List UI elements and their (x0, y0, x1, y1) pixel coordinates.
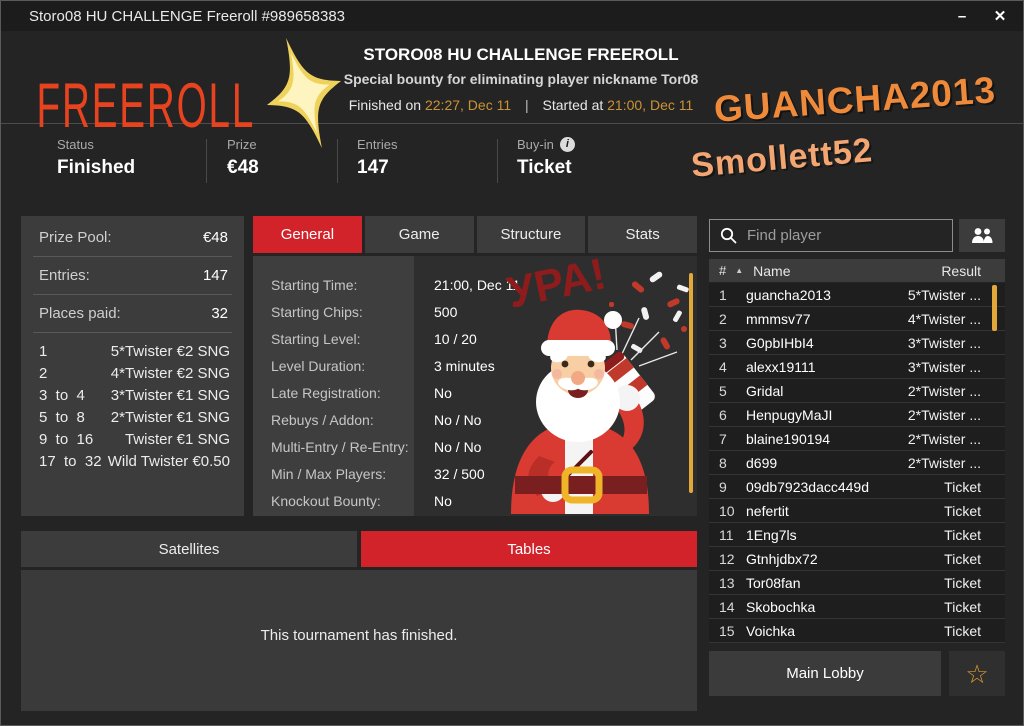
finished-message: This tournament has finished. (260, 627, 458, 644)
players-table-header: # ▲ Name Result (709, 259, 1005, 282)
close-button[interactable]: ✕ (993, 8, 1007, 25)
rank-column-header[interactable]: # (719, 263, 727, 278)
summary-status: Status i Finished (57, 137, 136, 178)
favorite-button[interactable]: ☆ (949, 651, 1005, 696)
info-scrollbar[interactable] (689, 273, 693, 493)
info-row: Late Registration: No (271, 384, 452, 401)
tab-general[interactable]: General (253, 216, 362, 253)
info-icon[interactable]: i (559, 137, 575, 152)
G0pbIHbI4[interactable]: 3 G0pbIHbI4 3*Twister ... (709, 331, 1005, 355)
bottom-tabs: Satellites Tables (21, 531, 697, 567)
info-tabs: General Game Structure Stats (253, 216, 697, 253)
sparkle-icon (266, 37, 342, 149)
general-info-rows: Starting Time: 21:00, Dec 11 Starting Ch… (253, 256, 697, 514)
divider (33, 294, 232, 295)
players-scrollbar[interactable] (992, 285, 997, 331)
search-icon (720, 227, 737, 244)
info-row: Level Duration: 3 minutes (271, 357, 495, 374)
header: FREEROLL STORO08 HU CHALLENGE FREEROLL S… (1, 31, 1023, 149)
Skobochka[interactable]: 14 Skobochka Ticket (709, 595, 1005, 619)
tab-game[interactable]: Game (364, 216, 474, 253)
divider (33, 256, 232, 257)
payout-row: 5 to 8 2*Twister €1 SNG (39, 408, 230, 426)
tables-panel: This tournament has finished. (21, 570, 697, 711)
1Eng7ls[interactable]: 11 1Eng7ls Ticket (709, 523, 1005, 547)
summary-buyin: Buy-in i Ticket (497, 137, 575, 183)
search-placeholder: Find player (747, 227, 822, 244)
info-row: Min / Max Players: 32 / 500 (271, 465, 485, 482)
tournament-subtitle: Special bounty for eliminating player ni… (343, 71, 699, 87)
friends-icon (972, 228, 993, 243)
alexx19111[interactable]: 4 alexx19111 3*Twister ... (709, 355, 1005, 379)
minimize-button[interactable]: – (957, 7, 967, 25)
titlebar: Storo08 HU CHALLENGE Freeroll #989658383… (1, 1, 1023, 31)
blaine190194[interactable]: 7 blaine190194 2*Twister ... (709, 427, 1005, 451)
info-row: Knockout Bounty: No (271, 492, 452, 509)
started-time: 21:00, Dec 11 (607, 97, 694, 113)
window-title: Storo08 HU CHALLENGE Freeroll #989658383 (29, 7, 346, 25)
tournament-times: Finished on 22:27, Dec 11 | Started at 2… (348, 97, 694, 113)
players-list: 1 guancha2013 5*Twister ... 2 mmmsv77 4*… (709, 283, 1005, 643)
divider (33, 332, 232, 333)
tournament-title: STORO08 HU CHALLENGE FREEROLL (363, 45, 679, 64)
name-column-header[interactable]: Name (753, 262, 791, 279)
Gridal[interactable]: 5 Gridal 2*Twister ... (709, 379, 1005, 403)
stat-row: Entries: 147 (39, 267, 228, 284)
main-lobby-button[interactable]: Main Lobby (709, 651, 941, 696)
finished-time: 22:27, Dec 11 (424, 97, 512, 113)
search-input[interactable]: Find player (709, 219, 953, 252)
payout-row: 1 5*Twister €2 SNG (39, 342, 230, 360)
info-row: Starting Time: 21:00, Dec 11 (271, 276, 521, 293)
graffiti-guancha2013: GUANCHA2013 (712, 69, 998, 130)
info-row: Rebuys / Addon: No / No (271, 411, 482, 428)
mmmsv77[interactable]: 2 mmmsv77 4*Twister ... (709, 307, 1005, 331)
player-search-row: Find player (709, 219, 1005, 252)
label-column-background (253, 256, 414, 516)
guancha2013[interactable]: 1 guancha2013 5*Twister ... (709, 283, 1005, 307)
result-column-header[interactable]: Result (941, 262, 981, 279)
Tor08fan[interactable]: 13 Tor08fan Ticket (709, 571, 1005, 595)
info-row: Starting Level: 10 / 20 (271, 330, 477, 347)
tab-tables[interactable]: Tables (361, 531, 697, 567)
prize-stats: Prize Pool: €48 Entries: 147 Places paid… (21, 222, 244, 333)
info-row: Starting Chips: 500 (271, 303, 458, 320)
tab-satellites[interactable]: Satellites (21, 531, 357, 567)
tab-stats[interactable]: Stats (588, 216, 697, 253)
summary-prize: Prize i €48 (206, 137, 259, 183)
finished-label: Finished on (348, 97, 422, 113)
payout-list: 1 5*Twister €2 SNG 2 4*Twister €2 SNG 3 … (21, 340, 244, 472)
freeroll-logo: FREEROLL (36, 70, 256, 141)
info-row: Multi-Entry / Re-Entry: No / No (271, 438, 482, 455)
star-icon: ☆ (965, 658, 989, 689)
payout-row: 2 4*Twister €2 SNG (39, 364, 230, 382)
09db7923dacc449d[interactable]: 9 09db7923dacc449d Ticket (709, 475, 1005, 499)
started-label: Started at (542, 97, 604, 113)
nefertit[interactable]: 10 nefertit Ticket (709, 499, 1005, 523)
friends-button[interactable] (959, 219, 1005, 252)
prize-panel: Prize Pool: €48 Entries: 147 Places paid… (21, 216, 244, 516)
summary-strip: Status i Finished Prize i €48 Entries i … (1, 125, 661, 205)
Gtnhjdbx72[interactable]: 12 Gtnhjdbx72 Ticket (709, 547, 1005, 571)
HenpugyMaJI[interactable]: 6 HenpugyMaJI 2*Twister ... (709, 403, 1005, 427)
general-info-panel: Starting Time: 21:00, Dec 11 Starting Ch… (253, 256, 697, 516)
payout-row: 3 to 4 3*Twister €1 SNG (39, 386, 230, 404)
payout-row: 9 to 16 Twister €1 SNG (39, 430, 230, 448)
payout-row: 17 to 32 Wild Twister €0.50 (39, 452, 230, 470)
graffiti-smollett52: Smollett52 (689, 131, 875, 185)
stat-row: Prize Pool: €48 (39, 229, 228, 246)
sort-asc-icon: ▲ (735, 266, 744, 275)
summary-entries: Entries i 147 (336, 137, 398, 183)
stat-row: Places paid: 32 (39, 305, 228, 322)
d699[interactable]: 8 d699 2*Twister ... (709, 451, 1005, 475)
tab-structure[interactable]: Structure (476, 216, 586, 253)
Voichka[interactable]: 15 Voichka Ticket (709, 619, 1005, 643)
